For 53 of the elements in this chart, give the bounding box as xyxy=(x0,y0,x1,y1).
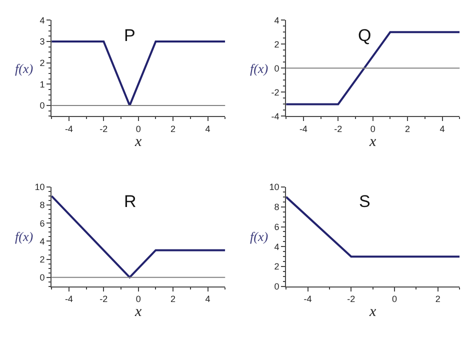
x-tick-label: 2 xyxy=(170,294,176,304)
chart-title: S xyxy=(359,192,370,211)
x-tick-label: -4 xyxy=(299,124,308,134)
chart-title: Q xyxy=(358,26,372,45)
x-tick-label: -4 xyxy=(304,294,312,304)
x-axis-title: x xyxy=(368,134,377,150)
y-tick-label: 4 xyxy=(40,236,45,246)
y-tick-label: 6 xyxy=(40,218,45,228)
y-tick-label: 0 xyxy=(40,100,45,111)
x-tick-label: -4 xyxy=(64,294,73,304)
chart-title: P xyxy=(124,26,136,45)
x-axis-title: x xyxy=(368,304,377,320)
x-tick-label: 4 xyxy=(205,124,210,134)
y-axis-title: f(x) xyxy=(15,61,34,76)
y-axis-title: f(x) xyxy=(15,229,34,244)
x-tick-label: -4 xyxy=(64,124,73,134)
x-tick-label: 2 xyxy=(405,124,410,134)
y-tick-label: 1 xyxy=(40,79,45,90)
x-tick-label: 0 xyxy=(370,124,376,134)
x-tick-label: 0 xyxy=(136,294,141,304)
y-tick-label: 8 xyxy=(274,202,280,212)
y-tick-label: 10 xyxy=(269,182,280,192)
y-tick-label: 2 xyxy=(40,58,45,68)
y-tick-label: 0 xyxy=(274,63,280,74)
y-axis-title: f(x) xyxy=(250,229,268,244)
y-tick-label: 2 xyxy=(40,254,45,264)
y-tick-label: 0 xyxy=(274,282,280,292)
x-tick-label: -2 xyxy=(100,294,108,304)
y-tick-label: 2 xyxy=(274,39,280,50)
y-axis-title: f(x) xyxy=(250,61,268,76)
x-tick-label: 2 xyxy=(170,124,176,134)
x-tick-label: -2 xyxy=(347,294,356,304)
y-tick-label: -4 xyxy=(271,111,280,122)
x-tick-label: 4 xyxy=(440,124,445,134)
x-axis-title: x xyxy=(134,134,142,150)
x-tick-label: 0 xyxy=(392,294,398,304)
y-tick-label: -2 xyxy=(271,87,280,98)
x-tick-label: 4 xyxy=(205,294,210,304)
x-tick-label: -2 xyxy=(100,124,108,134)
chart-title: R xyxy=(124,192,136,211)
y-tick-label: 6 xyxy=(274,222,280,232)
y-tick-label: 4 xyxy=(40,15,45,26)
y-tick-label: 10 xyxy=(34,182,45,192)
x-axis-title: x xyxy=(134,304,142,320)
y-tick-label: 8 xyxy=(40,200,45,210)
y-tick-label: 2 xyxy=(274,262,280,272)
y-tick-label: 3 xyxy=(40,36,45,47)
x-tick-label: -2 xyxy=(334,124,342,134)
y-tick-label: 4 xyxy=(274,15,280,26)
x-tick-label: 0 xyxy=(136,124,141,134)
y-tick-label: 4 xyxy=(274,242,280,252)
y-tick-label: 0 xyxy=(40,272,45,283)
x-tick-label: 2 xyxy=(435,294,440,304)
